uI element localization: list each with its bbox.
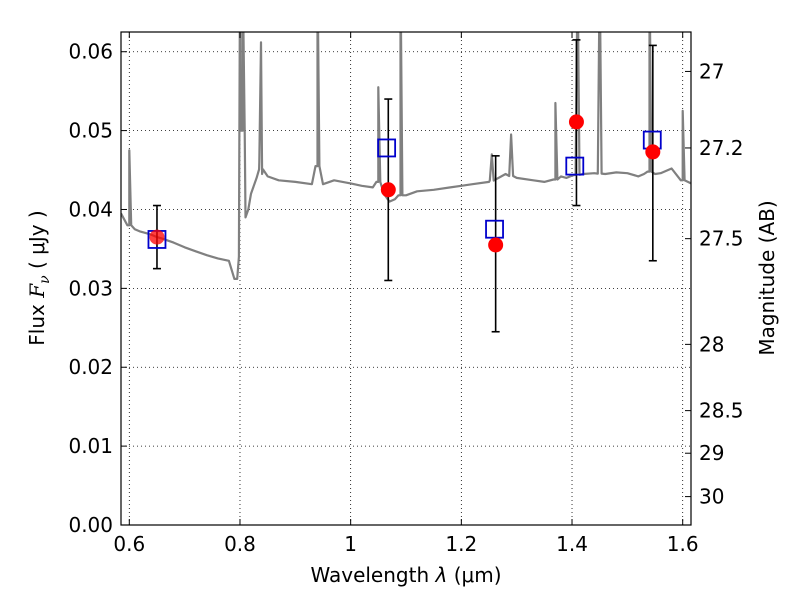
x-tick-label: 0.6 [113,532,145,556]
x-tick-label: 1.2 [445,532,477,556]
observed-photometry-point [488,237,504,253]
y2-tick-label: 27 [699,59,724,83]
y2-axis-title: Magnitude (AB) [755,200,779,355]
y2-tick-label: 29 [699,441,724,465]
observed-photometry-point [380,182,396,198]
data-layer [121,32,691,333]
model-photometry-point [565,156,585,176]
x-tick-label: 1 [344,532,357,556]
y-tick-label: 0.03 [68,276,113,300]
x-tick-label: 1.6 [667,532,699,556]
x-tick-label: 1.4 [556,532,588,556]
y-tick-label: 0.05 [68,119,113,143]
axes: 0.6 0.8 1 1.2 1.4 1.6 0.00 0.01 0.02 0.03 0.04 0.05… [68,32,744,556]
observed-photometry-point [568,114,584,130]
model-spectrum-line [121,32,691,280]
model-photometry-point [377,138,397,158]
y-tick-label: 0.01 [68,434,113,458]
observed-photometry-point [149,229,165,245]
observed-photometry-point [645,144,661,160]
x-axis-title: Wavelength λ (μm) [310,563,501,587]
y-tick-label: 0.04 [68,197,113,221]
y-axis-title: Flux Fν ( μJy ) [25,210,53,345]
y-tick-label: 0.02 [68,355,113,379]
y2-tick-label: 28 [699,332,724,356]
y2-tick-label: 27.5 [699,227,744,251]
plot-frame [120,31,692,526]
y2-tick-label: 30 [699,485,724,509]
y2-tick-label: 27.2 [699,136,744,160]
y-tick-label: 0.06 [68,40,113,64]
x-tick-label: 0.8 [224,532,256,556]
y2-tick-label: 28.5 [699,399,744,423]
plot-area [121,32,691,525]
y-tick-label: 0.00 [68,513,113,537]
